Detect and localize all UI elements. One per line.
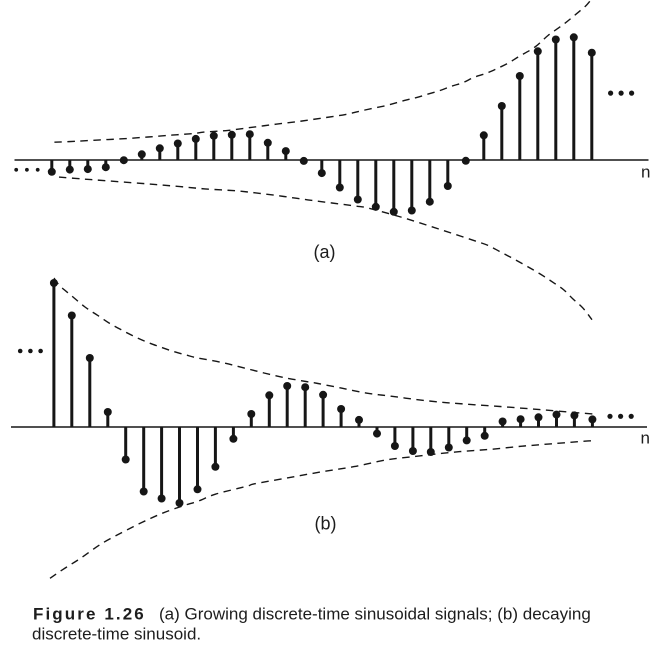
svg-text:(a): (a)	[314, 242, 336, 262]
svg-text:n: n	[641, 429, 650, 448]
svg-text:Figure 1.26: Figure 1.26	[33, 605, 146, 624]
svg-text:(b): (b)	[315, 514, 337, 534]
svg-text:discrete-time sinusoid.: discrete-time sinusoid.	[32, 625, 201, 644]
svg-text:n: n	[641, 163, 650, 182]
svg-text:(a) Growing discrete-time sinu: (a) Growing discrete-time sinusoidal sig…	[159, 605, 591, 624]
